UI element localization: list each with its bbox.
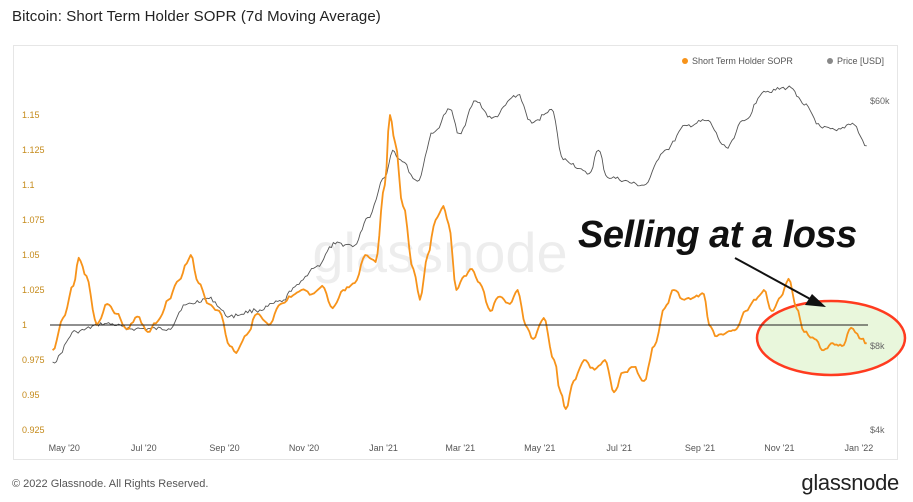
glassnode-watermark: glassnode <box>312 221 567 284</box>
loss-highlight-ellipse <box>755 299 907 377</box>
x-tick-label: Nov '21 <box>764 443 794 453</box>
price-series-line <box>52 85 867 364</box>
copyright-text: © 2022 Glassnode. All Rights Reserved. <box>12 478 209 490</box>
y-right-tick-label: $4k <box>870 425 885 435</box>
y-left-tick-label: 1.15 <box>22 110 40 120</box>
chart-frame <box>13 45 898 460</box>
x-tick-label: Jul '20 <box>131 443 157 453</box>
annotation-text: Selling at a loss <box>578 214 857 256</box>
x-tick-label: May '20 <box>49 443 80 453</box>
x-tick-label: Jan '21 <box>369 443 398 453</box>
x-tick-label: Sep '21 <box>685 443 715 453</box>
y-left-tick-label: 0.925 <box>22 425 45 435</box>
page-title: Bitcoin: Short Term Holder SOPR (7d Movi… <box>12 8 381 25</box>
legend-price-label[interactable]: Price [USD] <box>837 56 884 66</box>
legend-price-swatch <box>827 58 833 64</box>
y-left-tick-label: 1.05 <box>22 250 40 260</box>
legend-sopr-label[interactable]: Short Term Holder SOPR <box>692 56 793 66</box>
x-tick-label: Mar '21 <box>445 443 475 453</box>
legend-sopr-swatch <box>682 58 688 64</box>
glassnode-logo: glassnode <box>801 470 899 495</box>
x-tick-label: Nov '20 <box>289 443 319 453</box>
x-tick-label: Jan '22 <box>845 443 874 453</box>
y-left-tick-label: 1 <box>22 320 27 330</box>
x-tick-label: Sep '20 <box>209 443 239 453</box>
annotation-arrow <box>734 257 826 307</box>
sopr-series-line <box>51 114 867 410</box>
y-left-tick-label: 1.125 <box>22 145 45 155</box>
x-tick-label: May '21 <box>524 443 555 453</box>
y-right-tick-label: $8k <box>870 341 885 351</box>
y-left-tick-label: 0.95 <box>22 390 40 400</box>
y-left-tick-label: 0.975 <box>22 355 45 365</box>
x-tick-label: Jul '21 <box>606 443 632 453</box>
y-left-tick-label: 1.025 <box>22 285 45 295</box>
y-left-tick-label: 1.075 <box>22 215 45 225</box>
y-left-tick-label: 1.1 <box>22 180 35 190</box>
y-right-tick-label: $60k <box>870 96 890 106</box>
